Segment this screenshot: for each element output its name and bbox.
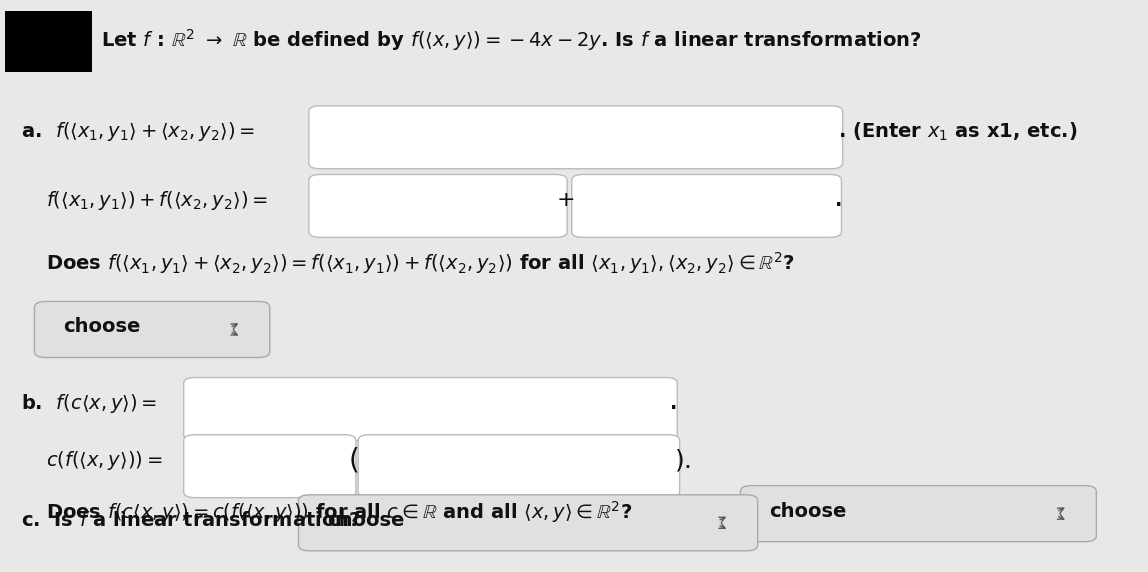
FancyBboxPatch shape	[309, 174, 567, 237]
Text: Does $f(c\langle x, y\rangle) = c(f(\langle x, y\rangle))$ for all $c \in \mathb: Does $f(c\langle x, y\rangle) = c(f(\lan…	[46, 499, 633, 525]
Text: Let $f$ : $\mathbb{R}^2$ $\to$ $\mathbb{R}$ be defined by $f(\langle x, y\rangle: Let $f$ : $\mathbb{R}^2$ $\to$ $\mathbb{…	[101, 27, 922, 53]
Text: choose: choose	[327, 511, 404, 530]
FancyBboxPatch shape	[358, 435, 680, 498]
Text: $f(\langle x_1, y_1\rangle) + f(\langle x_2, y_2\rangle) =$: $f(\langle x_1, y_1\rangle) + f(\langle …	[46, 189, 267, 212]
Text: b.  $f(c\langle x, y\rangle) =$: b. $f(c\langle x, y\rangle) =$	[21, 392, 157, 415]
FancyBboxPatch shape	[5, 11, 92, 72]
Text: c.  Is $f$ a linear transformation?: c. Is $f$ a linear transformation?	[21, 511, 360, 530]
Text: .: .	[670, 394, 677, 413]
Text: $).$: $).$	[674, 447, 691, 474]
FancyBboxPatch shape	[309, 106, 843, 169]
FancyBboxPatch shape	[184, 435, 356, 498]
FancyBboxPatch shape	[740, 486, 1096, 542]
Text: .: .	[835, 190, 841, 210]
FancyBboxPatch shape	[572, 174, 841, 237]
Text: $+$: $+$	[556, 190, 574, 210]
FancyBboxPatch shape	[298, 495, 758, 551]
Text: $c(f(\langle x, y\rangle)) =$: $c(f(\langle x, y\rangle)) =$	[46, 449, 162, 472]
Text: a.  $f(\langle x_1, y_1\rangle + \langle x_2, y_2\rangle) =$: a. $f(\langle x_1, y_1\rangle + \langle …	[21, 120, 255, 143]
Text: Does $f(\langle x_1, y_1\rangle + \langle x_2, y_2\rangle) = f(\langle x_1, y_1\: Does $f(\langle x_1, y_1\rangle + \langl…	[46, 250, 794, 276]
Text: $($: $($	[348, 446, 359, 475]
Text: choose: choose	[769, 502, 846, 522]
Text: . (Enter $x_1$ as x1, etc.): . (Enter $x_1$ as x1, etc.)	[838, 121, 1078, 142]
FancyBboxPatch shape	[184, 378, 677, 440]
Text: choose: choose	[63, 316, 140, 336]
FancyBboxPatch shape	[34, 301, 270, 358]
